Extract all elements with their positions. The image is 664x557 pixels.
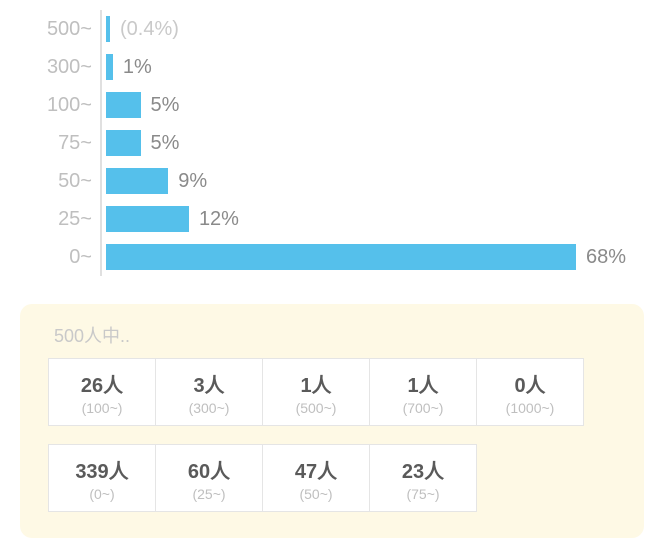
bar bbox=[106, 168, 168, 194]
distribution-bar-chart: 500~(0.4%)300~1%100~5%75~5%50~9%25~12%0~… bbox=[20, 10, 644, 286]
bar-row: 75~5% bbox=[100, 124, 644, 162]
breakdown-cell: 47人 (50~) bbox=[262, 444, 370, 512]
bar-value-label: 68% bbox=[586, 246, 626, 269]
bar-ylabel: 300~ bbox=[20, 56, 92, 79]
breakdown-panel: 500人中.. 26人 (100~) 3人 (300~) 1人 (500~) 1人 (700~… bbox=[20, 304, 644, 538]
cell-count: 1人 bbox=[300, 369, 331, 398]
cell-range: (1000~) bbox=[506, 400, 555, 416]
cell-range: (50~) bbox=[299, 486, 332, 502]
cell-range: (100~) bbox=[82, 400, 123, 416]
cell-count: 3人 bbox=[193, 369, 224, 398]
breakdown-cell: 23人 (75~) bbox=[369, 444, 477, 512]
cell-count: 60人 bbox=[188, 455, 230, 484]
bar-ylabel: 50~ bbox=[20, 170, 92, 193]
cell-range: (300~) bbox=[189, 400, 230, 416]
bar-value-label: 12% bbox=[199, 208, 239, 231]
breakdown-cell: 60人 (25~) bbox=[155, 444, 263, 512]
breakdown-cell: 1人 (700~) bbox=[369, 358, 477, 426]
bar-ylabel: 0~ bbox=[20, 246, 92, 269]
cell-range: (75~) bbox=[406, 486, 439, 502]
bar-value-label: 5% bbox=[151, 132, 180, 155]
breakdown-cell: 339人 (0~) bbox=[48, 444, 156, 512]
bar-ylabel: 100~ bbox=[20, 94, 92, 117]
cell-count: 1人 bbox=[407, 369, 438, 398]
breakdown-cell: 0人 (1000~) bbox=[476, 358, 584, 426]
cell-range: (25~) bbox=[192, 486, 225, 502]
bar bbox=[106, 244, 576, 270]
breakdown-cell: 26人 (100~) bbox=[48, 358, 156, 426]
bar-row: 25~12% bbox=[100, 200, 644, 238]
bar-ylabel: 75~ bbox=[20, 132, 92, 155]
cell-range: (500~) bbox=[296, 400, 337, 416]
cell-count: 0人 bbox=[514, 369, 545, 398]
cell-count: 23人 bbox=[402, 455, 444, 484]
bar-ylabel: 25~ bbox=[20, 208, 92, 231]
bar-row: 500~(0.4%) bbox=[100, 10, 644, 48]
cell-row: 339人 (0~) 60人 (25~) 47人 (50~) 23人 (75~) bbox=[48, 444, 616, 512]
bar-value-label: 5% bbox=[151, 94, 180, 117]
panel-title: 500人中.. bbox=[54, 322, 616, 348]
cell-count: 339人 bbox=[75, 455, 128, 484]
bar-row: 300~1% bbox=[100, 48, 644, 86]
bar-value-label: 1% bbox=[123, 56, 152, 79]
bar bbox=[106, 16, 110, 42]
bar bbox=[106, 206, 189, 232]
cell-range: (0~) bbox=[89, 486, 114, 502]
bar-row: 0~68% bbox=[100, 238, 644, 276]
bar-value-label: 9% bbox=[178, 170, 207, 193]
bar bbox=[106, 92, 141, 118]
bar bbox=[106, 130, 141, 156]
breakdown-cell: 1人 (500~) bbox=[262, 358, 370, 426]
bar-row: 50~9% bbox=[100, 162, 644, 200]
cell-count: 47人 bbox=[295, 455, 337, 484]
bar-ylabel: 500~ bbox=[20, 18, 92, 41]
cell-row: 26人 (100~) 3人 (300~) 1人 (500~) 1人 (700~) 0人 (1000… bbox=[48, 358, 616, 426]
bar-row: 100~5% bbox=[100, 86, 644, 124]
cell-range: (700~) bbox=[403, 400, 444, 416]
bar bbox=[106, 54, 113, 80]
breakdown-cell: 3人 (300~) bbox=[155, 358, 263, 426]
cell-count: 26人 bbox=[81, 369, 123, 398]
bar-value-label: (0.4%) bbox=[120, 18, 179, 41]
